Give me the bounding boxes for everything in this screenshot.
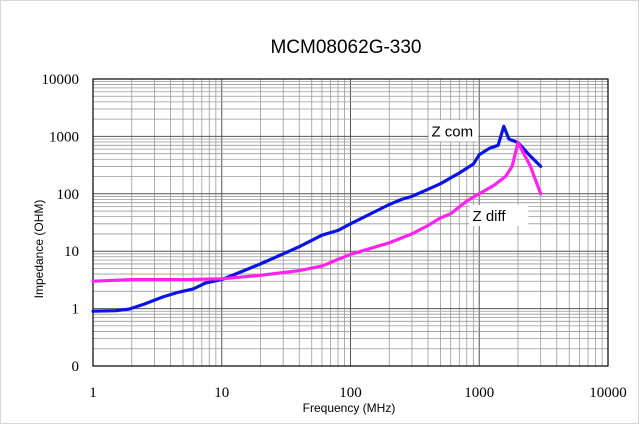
annotation-label: Z com: [431, 123, 473, 140]
x-tick-label: 10000: [589, 385, 627, 401]
y-tick-label: 1: [72, 302, 80, 318]
y-tick-label: 0: [72, 359, 80, 375]
chart-title: MCM08062G-330: [270, 37, 421, 58]
annotation-background: [469, 205, 529, 227]
x-tick-label: 1: [89, 385, 97, 401]
y-tick-label: 100: [57, 187, 80, 203]
y-axis-label: Impedance (OHM): [32, 200, 46, 299]
y-tick-label: 10000: [42, 72, 80, 88]
annotation-label: Z diff: [472, 208, 506, 225]
x-axis-label: Frequency (MHz): [303, 401, 396, 415]
series-line-z-diff: [91, 141, 543, 283]
x-tick-label: 10: [214, 385, 229, 401]
plot-area-border: [92, 78, 609, 367]
x-tick-label: 100: [339, 385, 362, 401]
grid: [92, 79, 608, 367]
y-tick-label: 1000: [49, 129, 79, 145]
annotation-background: [428, 120, 479, 142]
x-tick-label: 1000: [464, 385, 494, 401]
y-tick-label: 10: [64, 244, 79, 260]
series-line-z-com: [91, 124, 543, 313]
annotations: Z com Z diff: [428, 120, 529, 227]
series-lines: [91, 124, 543, 313]
